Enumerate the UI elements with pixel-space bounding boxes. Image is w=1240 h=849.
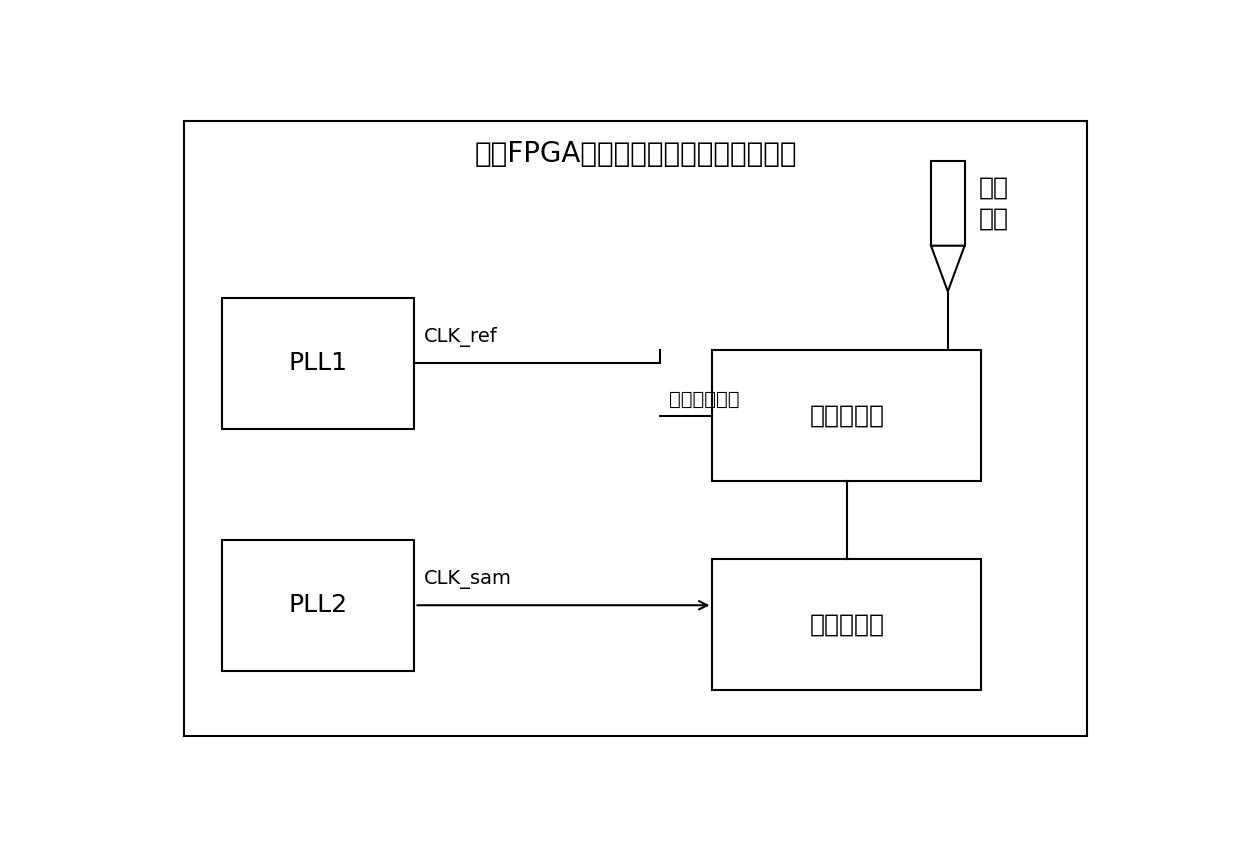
Text: CLK_ref: CLK_ref [424,327,497,347]
Bar [931,160,965,245]
Bar [712,559,982,690]
Bar [222,298,414,429]
Text: CLK_sam: CLK_sam [424,570,512,589]
Text: 基于FPGA的加法进位链延时的测量系统: 基于FPGA的加法进位链延时的测量系统 [474,140,797,168]
Text: 脉冲测试信号: 脉冲测试信号 [670,391,739,409]
Text: 双路选择器: 双路选择器 [810,403,884,428]
Text: 回波
端口: 回波 端口 [980,176,1009,231]
Text: PLL2: PLL2 [289,593,348,617]
Text: 多位加法器: 多位加法器 [810,613,884,637]
Bar [712,351,982,481]
Bar [222,540,414,671]
Polygon shape [931,245,965,291]
Text: PLL1: PLL1 [289,351,348,375]
